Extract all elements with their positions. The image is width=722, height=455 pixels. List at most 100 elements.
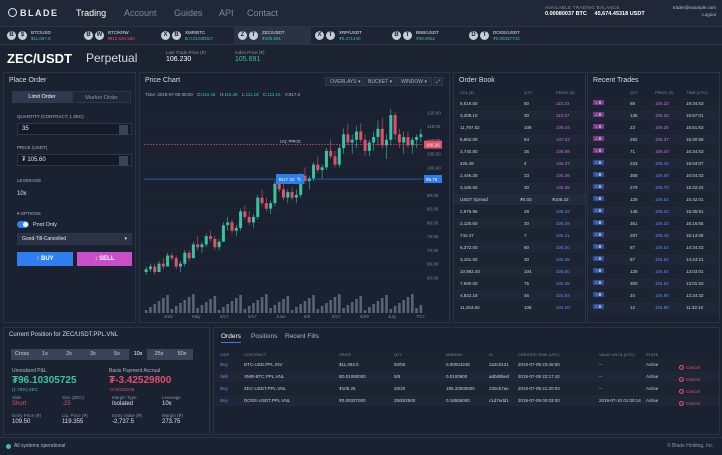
trade-row[interactable]: ↑ B 233 106.42 16:04:07 [588,158,719,169]
ticker-btc-usd[interactable]: B $ BTC/USD $11,067.5 [3,27,80,45]
candle-body [178,263,182,267]
brand-logo[interactable]: BLADE [8,8,59,18]
book-row-bids[interactable]: 4,822.18 46 104.83 [454,290,585,301]
leverage-tab-cross[interactable]: Cross [11,349,33,360]
nav-api[interactable]: API [219,8,234,18]
coin-icon: B [7,31,16,40]
quantity-up-icon[interactable] [119,125,128,130]
options-toggle[interactable]: ▾ OPTIONS [17,211,41,217]
book-row-bids[interactable]: 742.47 7 106.21 [454,230,585,241]
order-cell: c1d7edd1 [489,398,509,403]
trade-row[interactable]: ↑ B 361 105.33 15:16:55 [588,218,719,229]
ticker-doge-usdt[interactable]: D T DOGE/USDT ₮0.00337743 [465,27,542,45]
bucket-button[interactable]: BUCKET ▾ [363,77,398,86]
ticker-xrp-usdt[interactable]: X T XRP/USDT ₮0.471440 [311,27,388,45]
sell-side-badge: ↓ S [593,124,604,129]
leverage-value[interactable]: 10x [17,191,27,197]
trade-row[interactable]: ↑ B 279 105.70 15:42:24 [588,182,719,193]
trade-row[interactable]: ↓ S 292 106.37 16:30:58 [588,134,719,145]
book-row-asks[interactable]: 6,982.08 64 107.22 [454,134,585,145]
order-row[interactable]: Buy BTC-USD.PPL.INV $11,063.5 50/50 0.000042… [214,359,719,370]
tab-limit-order[interactable]: Limit Order [12,91,72,103]
ticker-btc-krw[interactable]: B W BTC/KRW ₩12,620,550 [80,27,157,45]
tab-positions[interactable]: Positions [251,333,278,340]
book-row-bids[interactable]: 2,976.96 28 106.32 [454,206,585,217]
quantity-input[interactable]: 35 [17,123,132,135]
ticker-xmr-btc[interactable]: X B XMR/BTC B 0.01030027 [157,27,234,45]
time-in-force-select[interactable]: Good-Till-Cancelled ▾ [17,233,132,245]
cancel-order-button[interactable]: × Cancel [679,362,700,370]
nav-trading[interactable]: Trading [76,8,107,18]
trade-row[interactable]: ↑ B 148 105.32 15:35:51 [588,206,719,217]
tab-market-order[interactable]: Market Order [72,91,131,103]
leverage-tab-25x[interactable]: 25x [147,349,171,360]
edit-pencil-icon[interactable]: ✎ [297,177,301,183]
trade-row[interactable]: ↓ S 23 106.25 18:51:53 [588,122,719,133]
cancel-order-button[interactable]: × Cancel [679,374,700,382]
trade-row[interactable]: ↑ B 287 105.15 15:14:08 [588,230,719,241]
book-row-bids[interactable]: 6,372.00 60 106.20 [454,242,585,253]
trade-row[interactable]: ↑ B 34 104.90 12:34:32 [588,290,719,301]
trade-row[interactable]: ↑ B 358 106.08 16:04:33 [588,170,719,181]
candle-body [290,192,294,198]
order-row[interactable]: Sell XMR-BTC.PPL.VNL B0.01080000 5/5 0.01009… [214,371,719,382]
ohlc-close: 111.16 [267,92,281,97]
trade-row[interactable]: ↓ S 71 106.40 16:24:53 [588,146,719,157]
leverage-tab-3x[interactable]: 3x [81,349,105,360]
book-row-asks[interactable]: 3,190.50 30 106.35 [454,182,585,193]
order-row[interactable]: Buy DOGE-USDT.PPL.VNL ₮0.00337000 2500/2500… [214,395,719,406]
book-row-asks[interactable]: 11,797.52 108 109.24 [454,122,585,133]
book-price: 109.24 [556,125,570,130]
book-row-asks[interactable]: 5,516.50 50 110.33 [454,98,585,109]
ticker-bnb-usdt[interactable]: B T BNB/USDT ₮38.0052 [388,27,465,45]
trade-row[interactable]: ↑ B 300 104.92 13:01:53 [588,278,719,289]
trade-row[interactable]: ↑ B 87 104.92 14:24:21 [588,254,719,265]
trade-time: 16:04:07 [686,161,704,166]
book-row-bids[interactable]: 2,125.60 20 106.28 [454,218,585,229]
leverage-tab-10x[interactable]: 10x [129,349,147,360]
trade-row[interactable]: ↓ S 88 106.23 19:34:53 [588,98,719,109]
price-input[interactable]: ₮ 105.60 [17,154,132,166]
book-row-bids[interactable]: 3,181.50 30 106.05 [454,254,585,265]
trade-row[interactable]: ↑ B 129 105.52 15:42:01 [588,194,719,205]
buy-button[interactable]: ↑ BUY [17,252,73,266]
leverage-tab-2x[interactable]: 2x [57,349,81,360]
price-down-icon[interactable] [119,161,128,166]
nav-guides[interactable]: Guides [174,8,203,18]
buy-order-tag[interactable] [276,174,304,185]
candle-body [217,241,221,248]
nav-contact[interactable]: Contact [247,8,279,18]
trade-row[interactable]: ↑ B 129 104.92 13:03:01 [588,266,719,277]
price-up-icon[interactable] [119,156,128,161]
trade-row[interactable]: ↓ S 135 106.25 18:57:01 [588,110,719,121]
logout-link[interactable]: Logout [702,12,716,17]
tab-recent-fills[interactable]: Recent Fills [285,333,319,340]
leverage-tab-5x[interactable]: 5x [105,349,129,360]
cancel-x-icon: × [679,389,684,394]
book-row-bids[interactable]: 11,253.60 108 104.20 [454,302,585,313]
ticker-zec-usdt[interactable]: Z T ZEC/USDT ₮105.691 [234,27,311,45]
book-row-bids[interactable]: 7,690.00 75 105.25 [454,278,585,289]
book-row-asks[interactable]: 426.48 4 106.37 [454,158,585,169]
order-row[interactable]: Buy ZEC-USDT.PPL.VNL ₮105.25 20/20 195.33000… [214,383,719,394]
post-only-toggle[interactable] [17,221,29,228]
book-row-asks[interactable]: 3,740.80 35 106.88 [454,146,585,157]
candlestick-chart[interactable]: 120.00115.00110.00105.00100.0095.0090.00… [140,100,449,322]
book-row-bids[interactable]: 10,982.40 104 105.60 [454,266,585,277]
tab-orders[interactable]: Orders [221,333,241,343]
nav-account[interactable]: Account [124,8,157,18]
trade-row[interactable]: ↑ B 12 104.88 11:32:10 [588,302,719,313]
cancel-order-button[interactable]: × Cancel [679,386,700,394]
ticker-pair: XRP/USDT [339,30,362,35]
leverage-tab-1x[interactable]: 1x [33,349,57,360]
leverage-tab-50x[interactable]: 50x [171,349,193,360]
overlays-button[interactable]: OVERLAYS ▾ [325,77,366,86]
window-button[interactable]: WINDOW ▾ [396,77,432,86]
book-row-asks[interactable]: 3,308.10 30 110.27 [454,110,585,121]
cancel-order-button[interactable]: × Cancel [679,398,700,406]
expand-icon[interactable]: ⤢ [433,77,444,86]
sell-button[interactable]: ↓ SELL [77,252,132,266]
quantity-down-icon[interactable] [119,130,128,135]
trade-row[interactable]: ↑ B 87 105.03 14:34:23 [588,242,719,253]
book-row-asks[interactable]: 2,446.28 23 106.36 [454,170,585,181]
